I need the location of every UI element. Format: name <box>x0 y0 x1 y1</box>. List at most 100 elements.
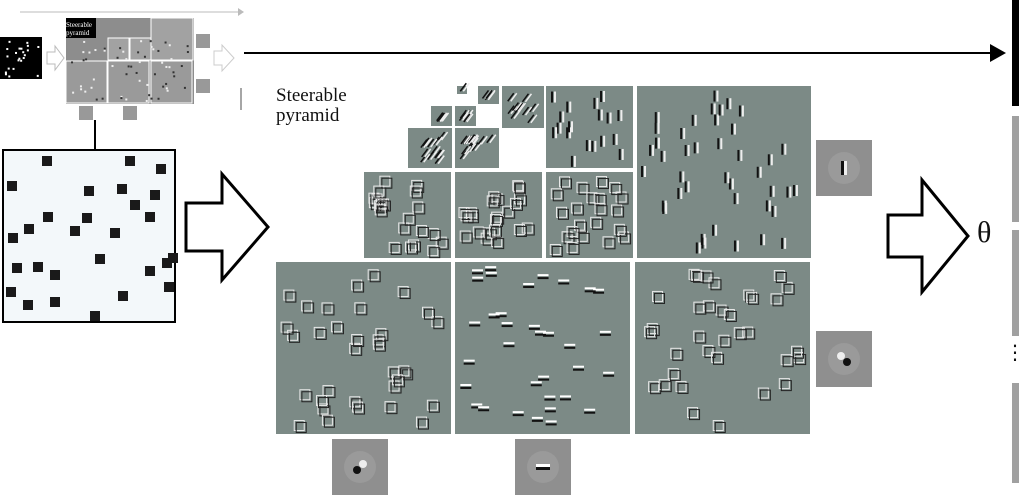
edge-mark <box>558 279 570 282</box>
edge-mark <box>568 121 571 133</box>
edge-mark <box>767 154 770 166</box>
input-square <box>90 311 100 321</box>
edge-mark <box>490 193 502 205</box>
edge-mark <box>660 381 672 393</box>
edge-mark <box>613 223 625 235</box>
edge-mark <box>795 354 807 366</box>
edge-mark <box>600 90 603 102</box>
edge-mark <box>664 200 667 212</box>
edge-mark <box>748 293 760 305</box>
edge-mark <box>374 340 386 352</box>
edge-mark <box>603 90 606 102</box>
edge-mark <box>432 136 440 146</box>
filter-kernel <box>816 331 872 387</box>
edge-mark <box>657 122 660 134</box>
edge-mark <box>593 97 596 109</box>
edge-mark <box>353 336 365 348</box>
edge-mark <box>332 323 344 335</box>
edge-mark <box>679 171 682 183</box>
edge-mark <box>515 102 524 112</box>
edge-mark <box>572 368 584 371</box>
inset-dot <box>20 59 23 62</box>
edge-mark <box>478 406 490 409</box>
inset-dot <box>15 51 18 54</box>
edge-mark <box>791 345 803 357</box>
edge-mark <box>570 202 582 214</box>
edge-mark <box>474 142 482 152</box>
input-square <box>125 156 135 166</box>
input-square <box>84 186 94 196</box>
edge-mark <box>433 318 445 330</box>
edge-mark <box>478 409 490 412</box>
edge-mark <box>687 145 690 157</box>
input-square <box>24 224 34 234</box>
edge-mark <box>387 366 399 378</box>
edge-mark <box>503 342 515 345</box>
edge-mark <box>691 114 694 126</box>
edge-mark <box>388 241 400 253</box>
edge-mark <box>411 179 423 191</box>
main-arrow-head <box>990 44 1006 62</box>
edge-mark <box>431 316 443 328</box>
edge-mark <box>488 89 496 99</box>
inset-mark <box>165 82 168 85</box>
edge-mark <box>555 206 567 218</box>
pyramid-label-line-1: Steerable <box>276 85 347 106</box>
edge-mark <box>566 127 569 139</box>
edge-mark <box>584 408 596 411</box>
inset-mark <box>168 44 171 47</box>
input-square <box>145 212 155 222</box>
edge-mark <box>716 90 719 102</box>
edge-mark <box>301 300 313 312</box>
edge-mark <box>285 291 297 303</box>
edge-mark <box>429 230 441 242</box>
edge-mark <box>485 269 497 272</box>
edge-mark <box>293 420 305 432</box>
edge-mark <box>700 233 703 245</box>
edge-mark <box>575 221 587 233</box>
edge-mark <box>351 334 363 346</box>
edge-mark <box>559 111 562 123</box>
edge-mark <box>420 139 428 149</box>
edge-mark <box>489 213 501 225</box>
edge-mark <box>694 114 697 126</box>
edge-mark <box>367 269 379 281</box>
edge-mark <box>369 271 381 283</box>
edge-mark <box>795 185 798 197</box>
inset-subband <box>129 37 152 61</box>
edge-mark <box>558 282 570 285</box>
edge-mark <box>439 113 447 122</box>
edge-mark <box>393 376 405 388</box>
edge-mark <box>429 247 441 259</box>
edge-mark <box>584 287 596 290</box>
edge-mark <box>513 110 521 119</box>
edge-mark <box>586 192 598 204</box>
edge-mark <box>514 183 526 195</box>
edge-mark <box>733 240 736 252</box>
edge-mark <box>389 368 401 380</box>
edge-mark <box>549 243 561 255</box>
edge-mark <box>481 89 490 99</box>
edge-mark <box>501 322 513 325</box>
edge-mark <box>295 422 307 434</box>
edge-mark <box>584 411 596 414</box>
edge-mark <box>349 342 361 354</box>
edge-mark <box>390 382 402 394</box>
edge-mark <box>596 97 599 109</box>
edge-mark <box>436 113 444 122</box>
edge-mark <box>687 181 690 193</box>
edge-mark <box>590 216 602 228</box>
edge-mark <box>603 371 615 374</box>
edge-mark <box>373 185 385 197</box>
edge-mark <box>474 228 486 240</box>
edge-mark <box>375 328 387 340</box>
edge-mark <box>654 137 657 149</box>
inset-mark <box>92 78 95 81</box>
edge-mark <box>604 238 616 250</box>
edge-mark <box>703 233 706 245</box>
input-square <box>118 291 128 301</box>
edge-mark <box>469 321 481 324</box>
edge-mark <box>330 321 342 333</box>
edge-mark <box>415 225 427 237</box>
edge-mark <box>412 201 424 213</box>
